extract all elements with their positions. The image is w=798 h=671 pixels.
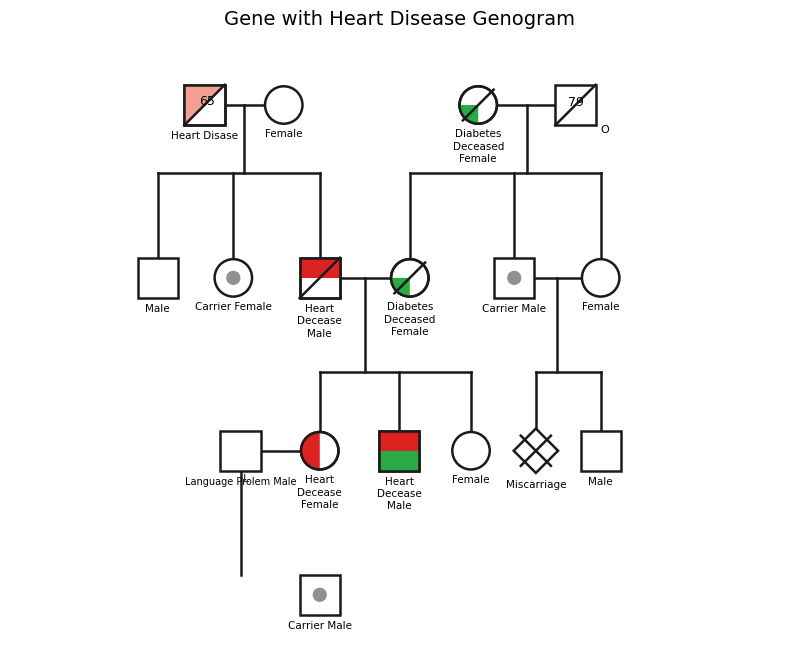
- Text: 65: 65: [199, 95, 215, 108]
- Text: Heart
Decease
Female: Heart Decease Female: [298, 475, 342, 510]
- Wedge shape: [391, 278, 410, 297]
- Text: Heart Disase: Heart Disase: [171, 131, 238, 141]
- Bar: [184, 85, 225, 125]
- Circle shape: [301, 432, 338, 470]
- Circle shape: [265, 87, 302, 123]
- Bar: [379, 431, 419, 471]
- Circle shape: [508, 271, 521, 285]
- Bar: [379, 431, 419, 471]
- Text: Carrier Female: Carrier Female: [195, 303, 272, 313]
- Circle shape: [460, 87, 497, 123]
- Wedge shape: [301, 432, 320, 470]
- Text: Male: Male: [145, 304, 170, 314]
- Bar: [494, 258, 535, 298]
- Text: Female: Female: [452, 475, 490, 485]
- Polygon shape: [184, 85, 225, 125]
- Polygon shape: [514, 429, 558, 473]
- Text: Heart
Decease
Male: Heart Decease Male: [377, 476, 421, 511]
- Text: Female: Female: [582, 303, 619, 313]
- Text: 79: 79: [567, 96, 583, 109]
- Text: Diabetes
Deceased
Female: Diabetes Deceased Female: [384, 303, 436, 337]
- Circle shape: [215, 259, 252, 297]
- Bar: [184, 85, 225, 125]
- Circle shape: [452, 432, 490, 470]
- Text: Carrier Male: Carrier Male: [482, 304, 547, 314]
- Bar: [299, 574, 340, 615]
- Bar: [220, 431, 261, 471]
- Text: Male: Male: [588, 476, 613, 486]
- Circle shape: [226, 271, 240, 285]
- Text: Gene with Heart Disease Genogram: Gene with Heart Disease Genogram: [223, 10, 575, 30]
- Text: Female: Female: [265, 130, 302, 140]
- Circle shape: [391, 259, 429, 297]
- Text: L: L: [243, 474, 249, 484]
- Wedge shape: [460, 105, 478, 123]
- Text: O: O: [601, 125, 610, 135]
- Text: Diabetes
Deceased
Female: Diabetes Deceased Female: [452, 130, 504, 164]
- Bar: [555, 85, 595, 125]
- Bar: [299, 258, 340, 298]
- Text: Miscarriage: Miscarriage: [506, 480, 566, 490]
- Text: Heart
Decease
Male: Heart Decease Male: [298, 304, 342, 339]
- Text: Language Prolem Male: Language Prolem Male: [185, 476, 296, 486]
- Circle shape: [313, 588, 327, 602]
- Bar: [379, 451, 419, 471]
- Circle shape: [582, 259, 619, 297]
- Bar: [580, 431, 621, 471]
- Bar: [137, 258, 178, 298]
- Bar: [379, 431, 419, 451]
- Bar: [299, 258, 340, 298]
- Text: Carrier Male: Carrier Male: [288, 621, 352, 631]
- Bar: [299, 258, 340, 278]
